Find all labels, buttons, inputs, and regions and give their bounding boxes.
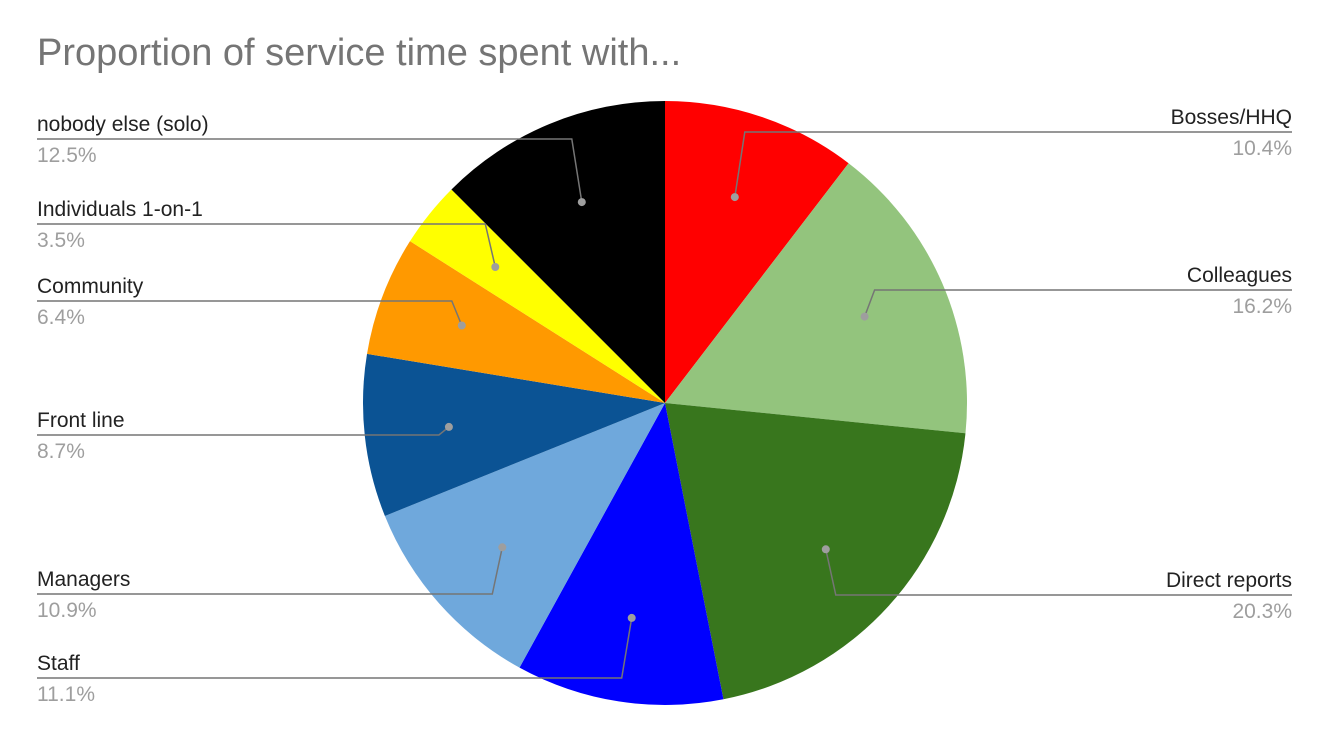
- pie-slice-bosses-hhq: [665, 101, 849, 403]
- slice-label-nobody-else-solo: nobody else (solo): [37, 113, 209, 136]
- leader-line-front-line: [37, 426, 450, 436]
- pie-slice-front-line: [362, 353, 665, 516]
- leader-line-colleagues: [863, 289, 1292, 317]
- leader-line-direct-reports: [825, 549, 1292, 596]
- slice-percent-community: 6.4%: [37, 306, 85, 329]
- slice-percent-colleagues: 16.2%: [1232, 295, 1292, 318]
- slice-percent-front-line: 8.7%: [37, 440, 85, 463]
- leader-dot-community: [457, 321, 466, 330]
- slice-label-bosses-hhq: Bosses/HHQ: [1171, 106, 1292, 129]
- chart-title: Proportion of service time spent with...: [37, 32, 682, 74]
- slice-percent-individuals-1-on-1: 3.5%: [37, 229, 85, 252]
- slice-label-direct-reports: Direct reports: [1166, 569, 1292, 592]
- pie-slice-nobody-else-solo: [451, 101, 665, 403]
- leader-dot-direct-reports: [821, 545, 830, 554]
- leader-dot-front-line: [444, 422, 453, 431]
- pie-slice-colleagues: [665, 163, 968, 434]
- pie-slice-individuals-1-on-1: [410, 189, 665, 403]
- slice-label-community: Community: [37, 275, 144, 298]
- pie-slices: [362, 101, 968, 705]
- leader-line-nobody-else-solo: [37, 138, 583, 203]
- leader-dot-staff: [627, 613, 636, 622]
- leader-line-managers: [37, 547, 504, 595]
- pie-slice-staff: [519, 403, 724, 705]
- leader-dot-nobody-else-solo: [577, 198, 586, 207]
- leader-dot-managers: [498, 543, 507, 552]
- slice-labels: Bosses/HHQ 10.4% Colleagues 16.2% Direct rep…: [37, 106, 1292, 706]
- leader-lines: [37, 131, 1292, 679]
- leader-dot-bosses-hhq: [730, 193, 739, 202]
- slice-label-front-line: Front line: [37, 409, 125, 432]
- leader-dot-individuals-1-on-1: [491, 263, 500, 271]
- leader-dot-colleagues: [860, 312, 869, 321]
- pie-slice-direct-reports: [665, 403, 966, 700]
- pie-slice-community: [367, 241, 665, 403]
- slice-percent-nobody-else-solo: 12.5%: [37, 144, 97, 167]
- slice-label-managers: Managers: [37, 568, 130, 591]
- slice-label-colleagues: Colleagues: [1187, 264, 1292, 287]
- slice-percent-bosses-hhq: 10.4%: [1232, 137, 1292, 160]
- slice-label-staff: Staff: [37, 652, 80, 675]
- leader-line-community: [37, 300, 463, 326]
- slice-percent-direct-reports: 20.3%: [1232, 600, 1292, 623]
- pie-slice-managers: [384, 403, 665, 668]
- slice-percent-staff: 11.1%: [37, 683, 95, 706]
- leader-line-staff: [37, 617, 633, 679]
- slice-percent-managers: 10.9%: [37, 599, 97, 622]
- leader-line-bosses-hhq: [734, 131, 1292, 198]
- leader-line-individuals-1-on-1: [37, 223, 497, 268]
- slice-label-individuals-1-on-1: Individuals 1-on-1: [37, 198, 203, 221]
